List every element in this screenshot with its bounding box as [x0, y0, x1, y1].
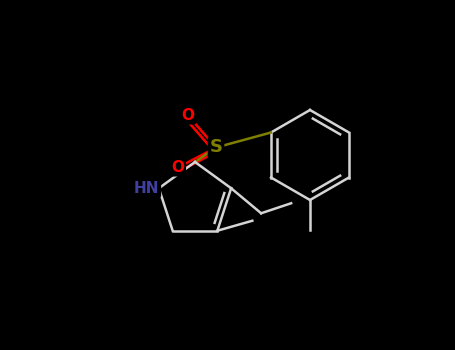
- Text: O: O: [182, 108, 195, 123]
- Text: HN: HN: [134, 181, 160, 196]
- Text: S: S: [210, 139, 222, 156]
- Text: O: O: [172, 160, 185, 175]
